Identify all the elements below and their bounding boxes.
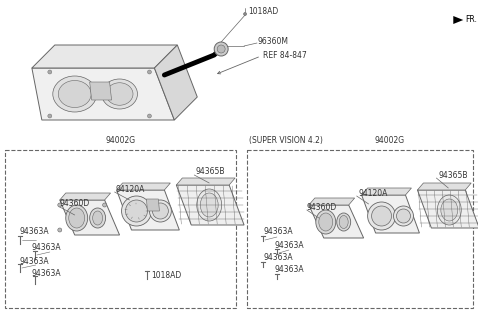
Polygon shape (117, 190, 180, 230)
Text: 94363A: 94363A (275, 266, 305, 274)
Circle shape (48, 114, 52, 118)
Polygon shape (361, 195, 420, 233)
Polygon shape (418, 183, 471, 190)
Ellipse shape (126, 200, 147, 222)
Ellipse shape (102, 79, 137, 109)
Text: 94363A: 94363A (32, 268, 61, 278)
Text: 94363A: 94363A (275, 240, 305, 250)
Text: 94365B: 94365B (438, 170, 468, 179)
Ellipse shape (197, 189, 222, 221)
Polygon shape (32, 45, 177, 68)
Ellipse shape (93, 211, 103, 225)
Ellipse shape (396, 209, 410, 223)
Polygon shape (453, 16, 463, 24)
Ellipse shape (53, 76, 96, 112)
Polygon shape (361, 188, 411, 195)
Circle shape (58, 228, 62, 232)
Polygon shape (309, 205, 364, 238)
Polygon shape (90, 82, 111, 100)
Ellipse shape (58, 80, 91, 107)
Text: 94363A: 94363A (20, 257, 49, 266)
Text: 1018AD: 1018AD (151, 271, 181, 280)
Text: FR.: FR. (465, 15, 477, 24)
Circle shape (214, 42, 228, 56)
Text: 94360D: 94360D (307, 203, 337, 211)
Ellipse shape (368, 202, 396, 230)
Ellipse shape (319, 213, 333, 231)
Ellipse shape (441, 199, 458, 221)
Polygon shape (60, 200, 120, 235)
Circle shape (217, 45, 225, 53)
Ellipse shape (337, 213, 351, 231)
Polygon shape (146, 199, 159, 211)
Ellipse shape (437, 195, 461, 225)
Text: 94363A: 94363A (263, 253, 293, 262)
Ellipse shape (66, 205, 88, 231)
Text: (SUPER VISION 4.2): (SUPER VISION 4.2) (249, 136, 323, 145)
Polygon shape (309, 198, 355, 205)
Circle shape (147, 114, 151, 118)
Text: 94363A: 94363A (20, 226, 49, 236)
Ellipse shape (339, 216, 348, 229)
Circle shape (243, 12, 247, 16)
Ellipse shape (90, 208, 106, 228)
Polygon shape (32, 68, 174, 120)
Polygon shape (155, 45, 197, 120)
Circle shape (48, 70, 52, 74)
Circle shape (58, 203, 62, 207)
Polygon shape (176, 178, 235, 185)
Ellipse shape (153, 203, 168, 219)
Text: 96360M: 96360M (257, 38, 288, 46)
Polygon shape (117, 183, 170, 190)
Ellipse shape (149, 200, 171, 222)
Text: 94365B: 94365B (195, 168, 225, 176)
Polygon shape (60, 193, 110, 200)
Text: 94120A: 94120A (359, 189, 388, 197)
Polygon shape (418, 190, 479, 228)
Ellipse shape (394, 206, 413, 226)
Text: 94360D: 94360D (60, 199, 90, 209)
Circle shape (147, 70, 151, 74)
Text: 94002G: 94002G (106, 136, 136, 145)
Circle shape (103, 203, 107, 207)
Text: 94002G: 94002G (374, 136, 405, 145)
Ellipse shape (106, 83, 133, 105)
Ellipse shape (121, 196, 151, 226)
Text: 1018AD: 1018AD (248, 6, 278, 16)
Text: 94120A: 94120A (116, 184, 145, 193)
Ellipse shape (200, 193, 218, 217)
Text: 94363A: 94363A (263, 226, 293, 236)
Ellipse shape (316, 210, 336, 234)
Ellipse shape (69, 208, 84, 228)
Text: 94363A: 94363A (32, 243, 61, 252)
Text: REF 84-847: REF 84-847 (263, 51, 307, 59)
Polygon shape (176, 185, 244, 225)
Ellipse shape (372, 206, 392, 226)
